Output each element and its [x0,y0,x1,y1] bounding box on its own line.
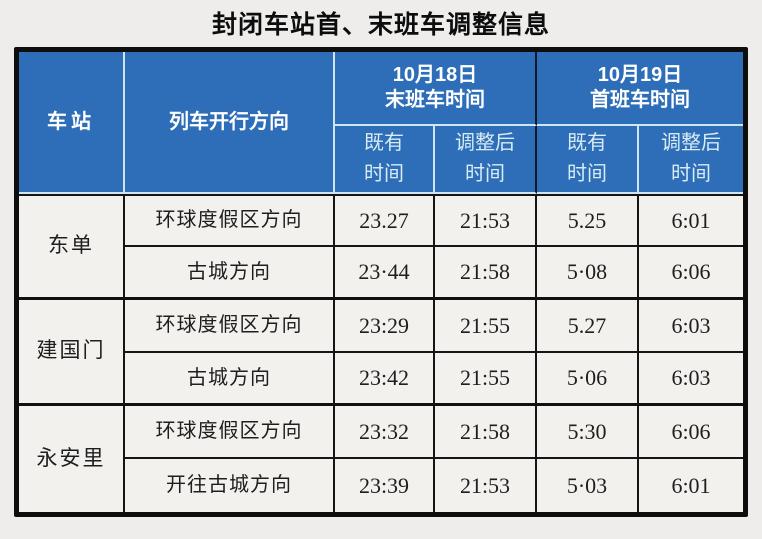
subheader-oct19-existing: 既有 时间 [537,126,639,194]
page-title: 封闭车站首、末班车调整信息 [211,11,550,39]
subheader-line1: 调整后 [661,132,721,154]
time-cell: 6:06 [639,406,743,459]
time-cell: 23:42 [335,353,435,406]
time-cell: 6:03 [639,300,743,353]
header-direction: 列车开行方向 [125,52,335,194]
time-cell: 5:30 [537,406,639,459]
header-station: 车站 [19,52,125,194]
subheader-line1: 既有 [567,132,607,154]
station-cell: 永安里 [19,406,125,512]
direction-cell: 环球度假区方向 [125,300,335,353]
time-cell: 5.25 [537,194,639,247]
time-cell: 5·03 [537,459,639,512]
subheader-line2: 时间 [567,163,607,185]
time-cell: 23:29 [335,300,435,353]
header-oct19-date: 10月19日 [597,64,683,86]
subheader-line2: 时间 [671,163,711,185]
schedule-table: 车站 列车开行方向 10月18日 末班车时间 10月19日 首班车时间 既有 时… [14,47,748,517]
header-oct19-label: 首班车时间 [590,89,690,111]
time-cell: 5·06 [537,353,639,406]
time-cell: 6:03 [639,353,743,406]
time-cell: 5.27 [537,300,639,353]
station-cell: 建国门 [19,300,125,406]
subheader-oct18-adjusted: 调整后 时间 [435,126,537,194]
time-cell: 21:55 [435,353,537,406]
subheader-line1: 调整后 [455,132,515,154]
time-cell: 6:01 [671,472,711,498]
header-oct18-date: 10月18日 [392,64,478,86]
time-cell: 23:32 [335,406,435,459]
time-cell: 21:58 [435,247,537,300]
subheader-oct18-existing: 既有 时间 [335,126,435,194]
direction-cell: 环球度假区方向 [125,194,335,247]
subheader-line2: 时间 [364,163,404,185]
schedule-grid: 车站 列车开行方向 10月18日 末班车时间 10月19日 首班车时间 既有 时… [19,52,743,512]
direction-cell: 环球度假区方向 [125,406,335,459]
time-cell: 21:55 [435,300,537,353]
subheader-line2: 时间 [465,163,505,185]
direction-cell: 开往古城方向 [125,459,335,512]
time-cell: 23.27 [335,194,435,247]
station-cell: 东单 [19,194,125,300]
header-oct18-label: 末班车时间 [385,89,485,111]
time-cell: 21:53 [435,194,537,247]
time-cell: 5·08 [537,247,639,300]
direction-cell: 古城方向 [125,247,335,300]
time-cell: 6:06 [639,247,743,300]
time-cell: 23:39 [335,459,435,512]
time-cell: 23·44 [335,247,435,300]
subheader-line1: 既有 [364,132,404,154]
header-oct19-first-train: 10月19日 首班车时间 [537,52,743,126]
subheader-oct19-adjusted: 调整后 时间 [639,126,743,194]
header-oct18-last-train: 10月18日 末班车时间 [335,52,537,126]
time-cell: 21:58 [435,406,537,459]
direction-cell: 古城方向 [125,353,335,406]
time-cell: 21:53 [435,459,537,512]
time-cell: 6:01 [639,194,743,247]
